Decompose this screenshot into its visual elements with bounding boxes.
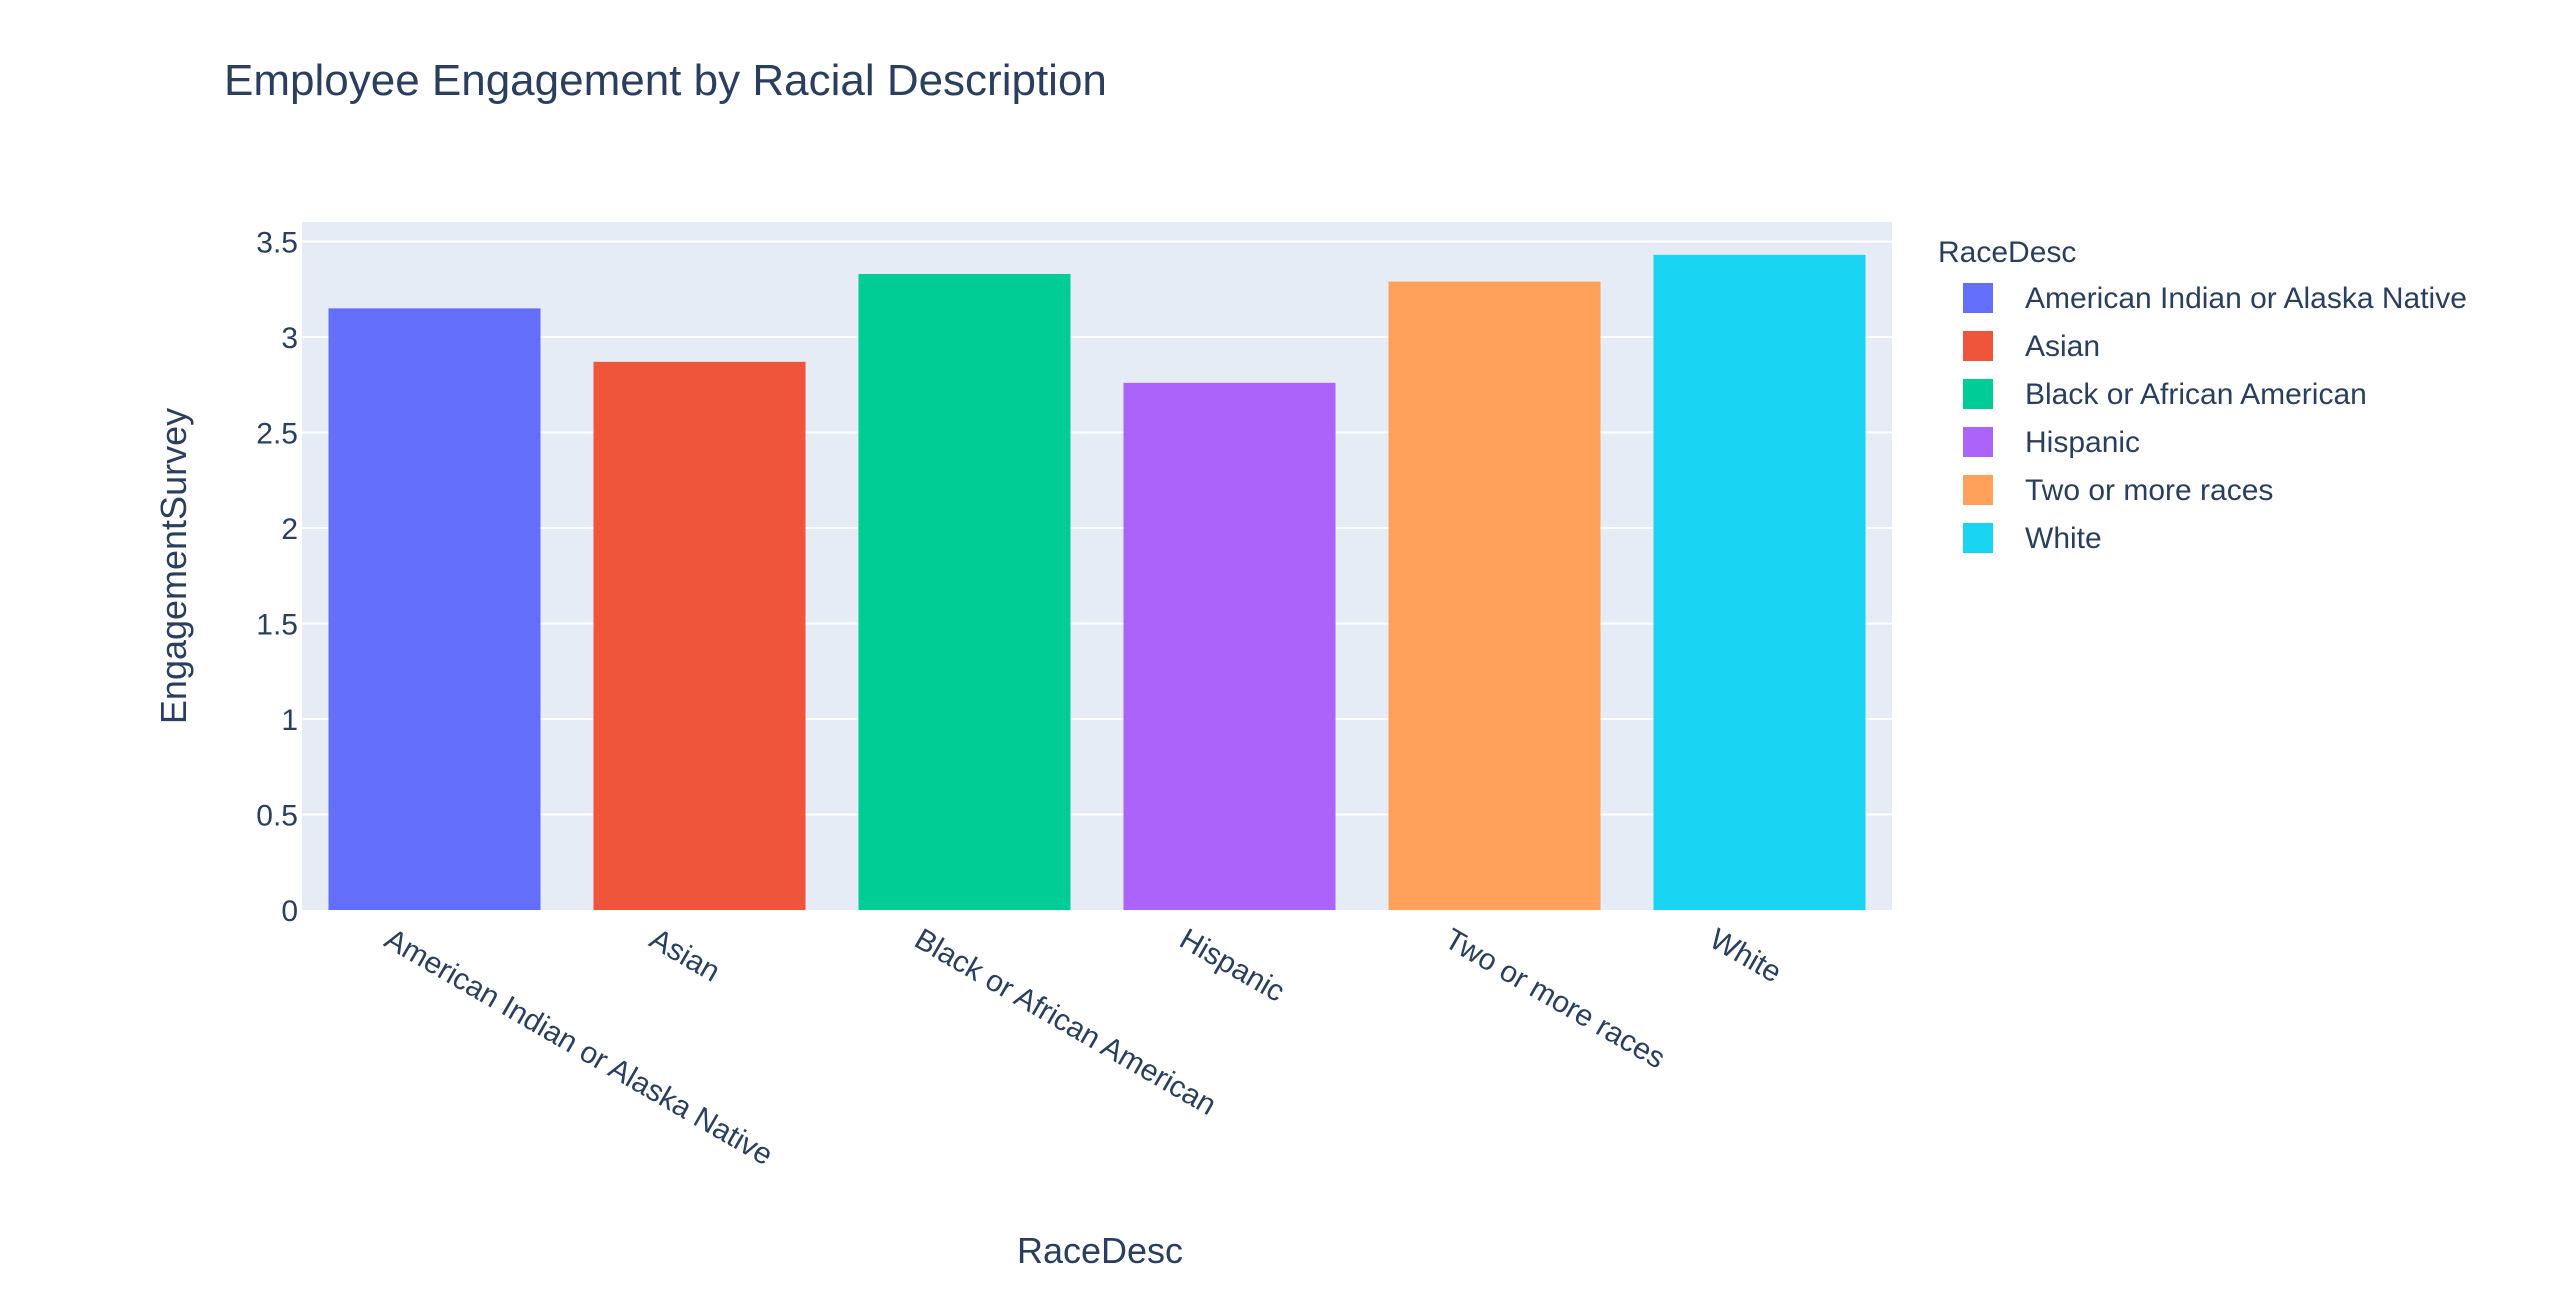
y-gridlines bbox=[302, 240, 1892, 816]
y-tick-label: 0 bbox=[281, 895, 298, 928]
legend: RaceDesc American Indian or Alaska Nativ… bbox=[1938, 236, 2467, 555]
chart-title: Employee Engagement by Racial Descriptio… bbox=[224, 56, 1107, 105]
y-tick-label: 3.5 bbox=[256, 227, 298, 260]
y-tick-label: 1.5 bbox=[256, 609, 298, 642]
legend-items: American Indian or Alaska Native Asian Bla… bbox=[1963, 282, 2467, 555]
bar bbox=[858, 273, 1071, 911]
legend-label: Hispanic bbox=[2025, 426, 2140, 459]
legend-swatch bbox=[1963, 283, 1993, 313]
y-tick-label: 2 bbox=[281, 513, 298, 546]
x-axis-title: RaceDesc bbox=[1017, 1230, 1183, 1271]
legend-label: Asian bbox=[2025, 330, 2100, 363]
x-tick-label: Asian bbox=[644, 922, 725, 988]
bar bbox=[593, 361, 806, 911]
legend-swatch bbox=[1963, 331, 1993, 361]
bar bbox=[1123, 382, 1336, 911]
legend-title: RaceDesc bbox=[1938, 236, 2076, 269]
legend-swatch bbox=[1963, 475, 1993, 505]
legend-swatch bbox=[1963, 427, 1993, 457]
y-axis-title: EngagementSurvey bbox=[153, 408, 194, 724]
bars bbox=[328, 254, 1866, 911]
x-tick-label: Hispanic bbox=[1174, 922, 1290, 1008]
x-tick-label: Two or more races bbox=[1439, 922, 1671, 1075]
bar bbox=[1653, 254, 1866, 910]
y-tick-labels: 0 0.5 1 1.5 2 2.5 3 3.5 bbox=[256, 227, 298, 929]
legend-label: White bbox=[2025, 522, 2102, 555]
y-tick-label: 1 bbox=[281, 704, 298, 737]
bar bbox=[1388, 281, 1601, 910]
legend-label: American Indian or Alaska Native bbox=[2025, 282, 2467, 315]
y-tick-label: 2.5 bbox=[256, 418, 298, 451]
x-tick-label: Black or African American bbox=[909, 922, 1222, 1121]
y-tick-label: 0.5 bbox=[256, 800, 298, 833]
bar bbox=[328, 308, 541, 911]
legend-label: Black or African American bbox=[2025, 378, 2367, 411]
y-tick-label: 3 bbox=[281, 322, 298, 355]
legend-label: Two or more races bbox=[2025, 474, 2273, 507]
legend-swatch bbox=[1963, 379, 1993, 409]
x-tick-label: White bbox=[1704, 922, 1787, 989]
legend-swatch bbox=[1963, 523, 1993, 553]
